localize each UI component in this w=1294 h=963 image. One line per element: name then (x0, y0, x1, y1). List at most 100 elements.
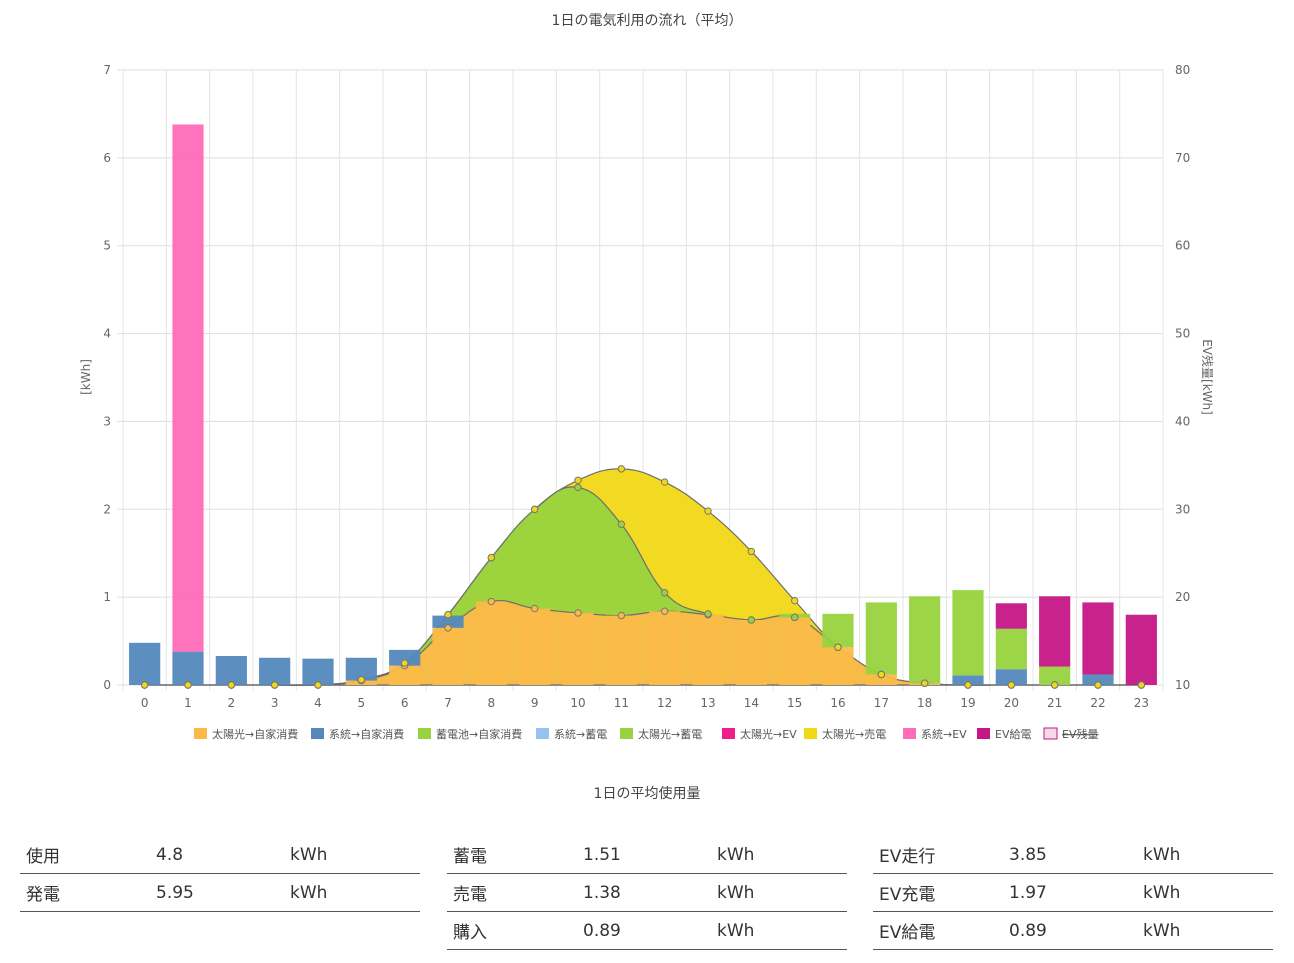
point-太陽光→自家消費-9 (530, 604, 539, 613)
bar-蓄電池→自家消費-20 (995, 628, 1027, 670)
point-太陽光→売電-2 (227, 681, 236, 689)
area-series (144, 468, 1142, 687)
energy-flow-chart: 1日の電気利用の流れ（平均） 0123456710203040506070800… (79, 13, 1214, 741)
summary-table-storage: 蓄電 1.51 kWh 売電 1.38 kWh 購入 0.89 kWh (447, 836, 847, 950)
bar-太陽光→自家消費-15 (779, 617, 811, 685)
legend-label: 蓄電池→自家消費 (436, 727, 522, 741)
summary-table-usage: 使用 4.8 kWh 発電 5.95 kWh (20, 836, 420, 912)
stat-value: 1.97 (1003, 873, 1137, 912)
x-tick-label: 0 (141, 696, 149, 710)
point-太陽光→自家消費-7 (444, 624, 452, 632)
stat-unit: kWh (1137, 911, 1273, 950)
bar-太陽光→自家消費-14 (735, 619, 767, 685)
stat-value: 1.38 (577, 873, 711, 912)
x-tick-label: 9 (531, 696, 539, 710)
point-太陽光→売電-17 (877, 670, 886, 679)
x-tick-label: 23 (1134, 696, 1149, 710)
stat-value: 1.51 (577, 836, 711, 874)
point-太陽光→売電-19 (964, 681, 972, 689)
x-tick-label: 1 (184, 696, 192, 710)
bar-系統→自家消費-5 (345, 657, 377, 681)
y2-axis-title: EV残量[kWh] (1200, 339, 1214, 415)
legend-label: 太陽光→自家消費 (212, 727, 298, 741)
legend-swatch (977, 728, 990, 739)
y-tick-label: 0 (103, 678, 111, 692)
table-row: 発電 5.95 kWh (20, 873, 420, 912)
legend-label: 系統→自家消費 (329, 727, 404, 741)
point-太陽光→売電-15 (790, 596, 799, 605)
point-太陽光→売電-23 (1137, 681, 1146, 689)
x-tick-label: 15 (787, 696, 802, 710)
bar-蓄電池→自家消費-17 (865, 602, 897, 675)
bar-series (129, 124, 1157, 685)
x-tick-label: 14 (744, 696, 759, 710)
bar-太陽光→自家消費-12 (649, 611, 681, 685)
bar-蓄電池→自家消費-16 (822, 613, 854, 648)
y2-tick-label: 70 (1175, 151, 1190, 165)
bar-太陽光→自家消費-13 (692, 614, 724, 685)
point-太陽光→売電-14 (747, 547, 756, 556)
point-太陽光→蓄電-14 (747, 616, 756, 624)
stat-label: 使用 (20, 836, 150, 874)
y2-tick-label: 30 (1175, 502, 1190, 516)
table-row: 購入 0.89 kWh (447, 911, 847, 950)
table-row: EV給電 0.89 kWh (873, 911, 1273, 950)
bar-太陽光→自家消費-10 (562, 612, 594, 685)
bar-太陽光→自家消費-7 (432, 627, 464, 685)
stat-label: EV走行 (873, 836, 1003, 874)
point-太陽光→自家消費-12 (660, 607, 669, 615)
x-tick-label: 21 (1047, 696, 1062, 710)
y-tick-label: 2 (103, 502, 111, 516)
legend-swatch (311, 728, 324, 739)
legend-swatch (536, 728, 549, 739)
point-太陽光→自家消費-8 (487, 597, 496, 606)
bar-EV給電-21 (1039, 596, 1071, 667)
bar-EV給電-20 (995, 603, 1027, 629)
stat-unit: kWh (1137, 873, 1273, 912)
legend: 太陽光→自家消費 系統→自家消費 蓄電池→自家消費 系統→蓄電 太陽光→蓄電 太陽光→EV… (194, 727, 1098, 741)
x-tick-label: 5 (358, 696, 366, 710)
legend-label: 系統→EV (921, 727, 967, 741)
x-tick-label: 7 (444, 696, 452, 710)
bar-系統→自家消費-4 (302, 658, 334, 685)
legend-swatch (620, 728, 633, 739)
legend-label: EV給電 (995, 727, 1031, 741)
x-tick-label: 12 (657, 696, 672, 710)
table-row: 蓄電 1.51 kWh (447, 836, 847, 874)
stat-value: 3.85 (1003, 836, 1137, 874)
x-tick-label: 6 (401, 696, 409, 710)
stat-unit: kWh (284, 836, 420, 874)
legend-swatch (903, 728, 916, 739)
stat-value: 5.95 (150, 873, 284, 912)
bar-系統→自家消費-0 (129, 642, 161, 685)
area-太陽光→自家消費 (144, 600, 1142, 686)
stat-unit: kWh (284, 873, 420, 912)
y2-tick-label: 80 (1175, 63, 1190, 77)
y-tick-label: 1 (103, 590, 111, 604)
point-太陽光→蓄電-12 (660, 589, 669, 597)
stat-label: EV給電 (873, 911, 1003, 950)
legend-label: 太陽光→EV (740, 727, 797, 741)
legend-swatch (1043, 727, 1058, 740)
point-太陽光→売電-22 (1094, 681, 1102, 689)
y-tick-label: 7 (103, 63, 111, 77)
stat-unit: kWh (711, 911, 847, 950)
bar-太陽光→自家消費-16 (822, 647, 854, 685)
point-太陽光→売電-3 (270, 681, 279, 689)
bar-系統→自家消費-19 (952, 675, 984, 685)
table-row: 使用 4.8 kWh (20, 836, 420, 874)
bar-系統→自家消費-20 (995, 669, 1027, 685)
x-tick-label: 18 (917, 696, 932, 710)
y2-tick-label: 20 (1175, 590, 1190, 604)
point-太陽光→売電-0 (140, 681, 149, 689)
table-row: EV充電 1.97 kWh (873, 873, 1273, 912)
point-太陽光→売電-5 (357, 676, 366, 684)
stat-label: 購入 (447, 911, 577, 950)
legend-swatch (418, 728, 431, 739)
stat-value: 4.8 (150, 836, 284, 874)
bar-太陽光→自家消費-9 (519, 608, 551, 685)
legend-swatch (194, 728, 207, 739)
point-太陽光→売電-11 (617, 465, 626, 473)
y-tick-label: 5 (103, 239, 111, 253)
